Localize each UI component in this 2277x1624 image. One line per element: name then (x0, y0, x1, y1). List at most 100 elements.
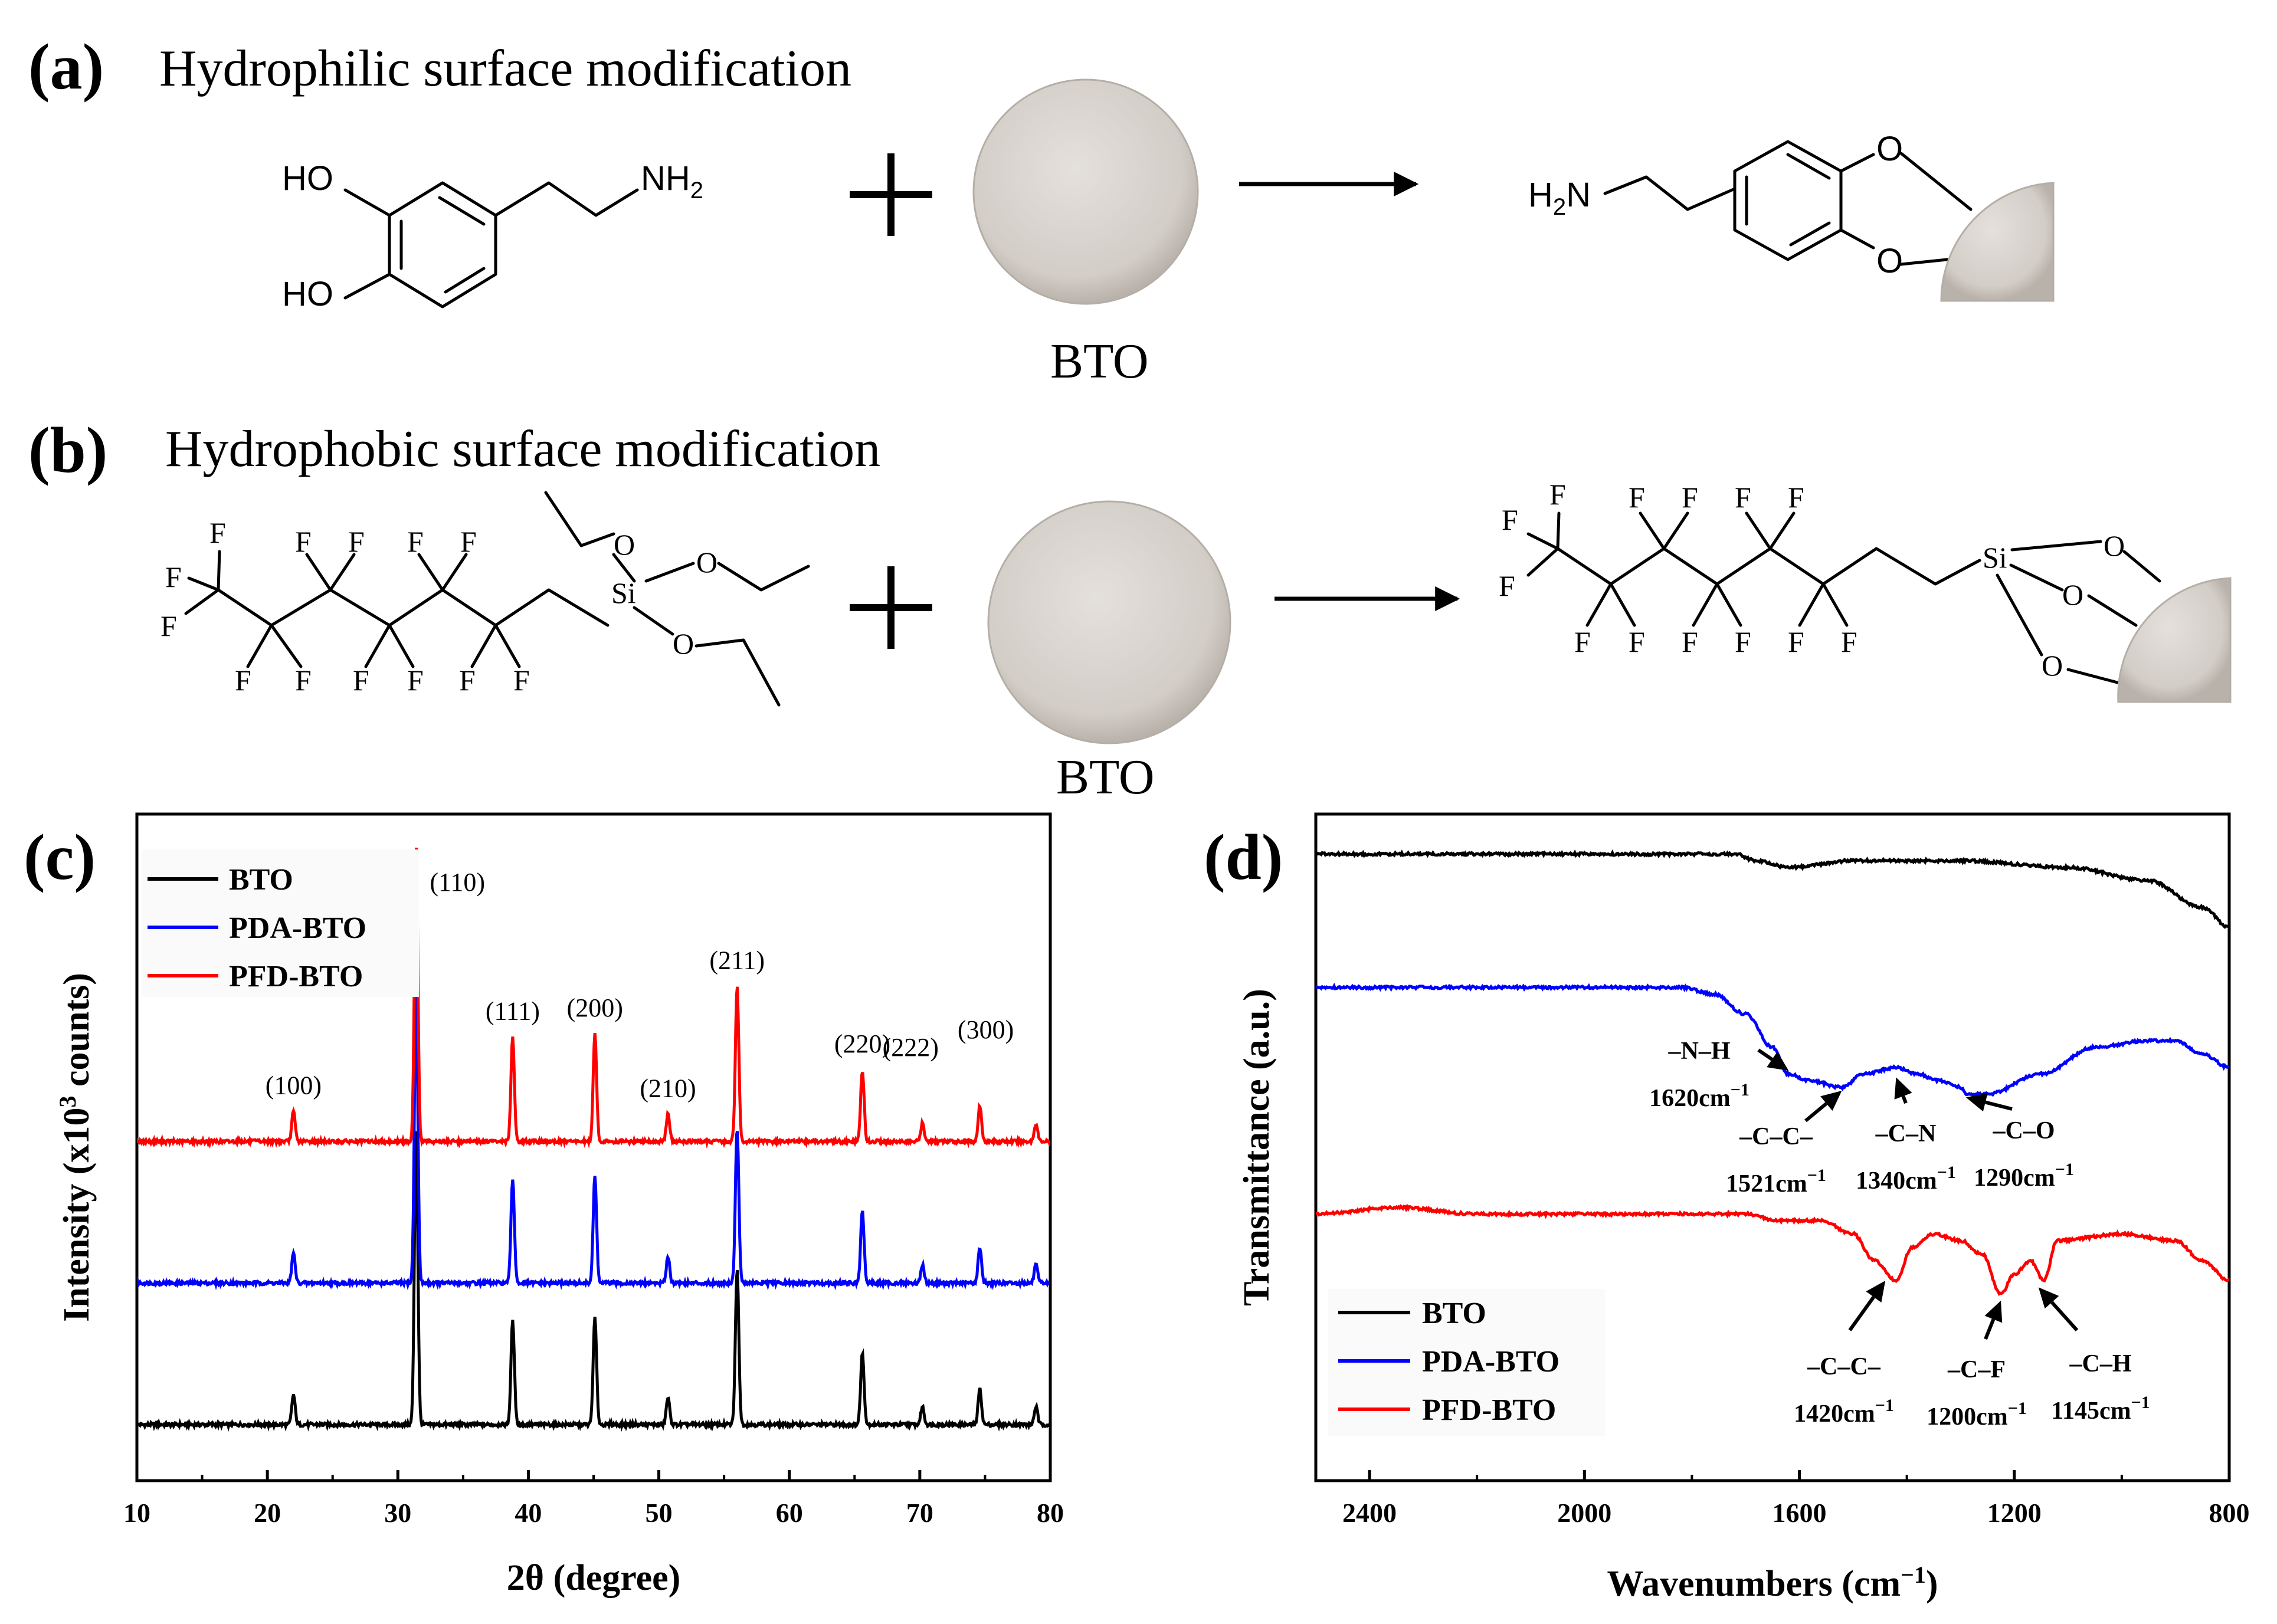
fluorine-label: F (460, 525, 477, 558)
silicon-label: Si (611, 576, 636, 609)
annotation-arrow-shaft (1804, 1102, 1828, 1123)
annotation-arrow-shaft (1901, 1095, 1908, 1104)
annotation-n-h-1620cm: –N–H 1620cm−1 (1649, 1038, 1789, 1112)
annotation-arrow-head (1965, 1093, 1988, 1112)
fluorine-label: F (1735, 481, 1751, 514)
x-tick-label: 70 (906, 1498, 933, 1528)
fluorine-label: F (1502, 503, 1518, 536)
oxygen-label: O (1876, 242, 1903, 280)
annotation-wavenumber: 1620cm−1 (1649, 1080, 1749, 1112)
xrd-legend: BTO PDA-BTO PFD-BTO (142, 849, 419, 997)
annotation-wavenumber: 1145cm−1 (2051, 1393, 2150, 1425)
bto-label: BTO (1050, 334, 1148, 389)
peak-label: (200) (567, 993, 623, 1022)
x-tick-label: 1200 (1987, 1498, 2042, 1528)
annotation-wavenumber: 1200cm−1 (1927, 1399, 2027, 1431)
annotation-c-c-1521cm: –C–C– 1521cm−1 (1726, 1090, 1842, 1198)
xrd-series-group (137, 847, 1050, 1432)
panel-a: (a) Hydrophilic surface modification HO … (28, 31, 2055, 389)
oxygen-label: O (2062, 578, 2083, 611)
peak-label: (220) (834, 1029, 890, 1058)
x-tick-label: 800 (2209, 1498, 2250, 1528)
annotation-arrow-shaft (1757, 1048, 1773, 1061)
fluorine-label: F (1788, 481, 1804, 514)
hydroxyl-label: HO (282, 275, 333, 313)
x-tick-label: 80 (1037, 1498, 1064, 1528)
ftir-x-axis-title: Wavenumbers (cm−1) (1607, 1561, 1938, 1604)
fluorine-label: F (209, 516, 226, 549)
xrd-series-pfd-bto (137, 847, 1050, 1149)
x-tick-label: 50 (646, 1498, 673, 1528)
fluorine-label: F (407, 664, 424, 697)
fluorine-label: F (407, 525, 424, 558)
panel-d: (d) 2400 2000 1600 1200 800 –N–H1620cm−1–C–C… (1204, 812, 2250, 1604)
annotation-wavenumber: 1420cm−1 (1794, 1396, 1894, 1428)
panel-b: (b) Hydrophobic surface modification F F… (28, 414, 2232, 805)
fluorine-label: F (1682, 481, 1698, 514)
annotation-arrow-head (1820, 1090, 1842, 1111)
pfd-silane-structure: F F F F F F F F F F F F F Si O O O (160, 491, 810, 707)
peak-label: (111) (486, 996, 540, 1025)
fluorine-label: F (1629, 481, 1645, 514)
oxygen-label: O (1876, 130, 1903, 168)
xrd-x-ticks: 10 20 30 40 50 60 70 80 (123, 1470, 1064, 1528)
panel-b-heading: Hydrophobic surface modification (165, 421, 880, 478)
fluorine-label: F (348, 525, 365, 558)
annotation-group: –C–C– (1739, 1123, 1813, 1150)
annotation-wavenumber: 1340cm−1 (1856, 1163, 1956, 1195)
annotation-c-n-1340cm: –C–N 1340cm−1 (1856, 1077, 1956, 1195)
annotation-wavenumber: 1521cm−1 (1726, 1166, 1826, 1198)
annotation-arrow-shaft (1984, 1318, 1996, 1340)
fluorine-label: F (353, 664, 369, 697)
ftir-series-group (1316, 849, 2229, 1296)
legend-label-pfd-bto: PFD-BTO (1422, 1393, 1556, 1427)
peak-label: (300) (958, 1015, 1014, 1044)
legend-label-pda-bto: PDA-BTO (1422, 1345, 1560, 1379)
pfd-product-structure: F F F F F F F F F F F F F Si O O O (1499, 478, 2232, 703)
panel-d-label: (d) (1204, 821, 1283, 893)
x-tick-label: 2000 (1557, 1498, 1611, 1528)
fluorine-label: F (1499, 569, 1515, 602)
xrd-x-axis-title: 2θ (degree) (507, 1558, 681, 1598)
plus-sign (850, 153, 932, 236)
ftir-plot-frame (1314, 812, 2231, 1482)
annotation-arrow-shaft (1985, 1100, 2013, 1111)
annotation-arrow-head (1866, 1281, 1886, 1303)
annotation-c-o-1290cm: –C–O 1290cm−1 (1965, 1093, 2074, 1192)
x-tick-label: 40 (515, 1498, 542, 1528)
bto-particle-fragment (1940, 182, 2055, 302)
xrd-peak-labels: (100) (110) (111) (200) (210) (211) (220)(222)… (266, 868, 1014, 1103)
plus-sign (850, 566, 932, 649)
annotation-arrow-head (1894, 1077, 1912, 1100)
annotation-c-c-1420cm: –C–C– 1420cm−1 (1794, 1281, 1894, 1428)
annotation-wavenumber: 1290cm−1 (1974, 1160, 2074, 1192)
fluorine-label: F (1682, 625, 1698, 658)
legend-box (142, 849, 419, 997)
peak-label: (110) (430, 868, 485, 897)
bto-label: BTO (1056, 750, 1154, 805)
fluorine-label: F (459, 664, 476, 697)
annotation-group: –C–N (1875, 1120, 1937, 1147)
fluorine-label: F (1549, 478, 1566, 511)
ftir-series-pda-bto (1316, 982, 2229, 1097)
annotation-arrow-head (1984, 1300, 2003, 1323)
oxygen-label: O (2104, 529, 2125, 562)
peak-label: (100) (266, 1071, 322, 1100)
dopamine-structure: HO HO NH2 (282, 159, 703, 313)
annotation-group: –C–C– (1807, 1353, 1881, 1380)
fluorine-label: F (1574, 625, 1591, 658)
legend-label-pda-bto: PDA-BTO (229, 911, 366, 945)
legend-label-bto: BTO (229, 863, 293, 897)
ftir-series-bto (1316, 849, 2229, 929)
annotation-c-f-1200cm: –C–F 1200cm−1 (1927, 1300, 2027, 1431)
bto-particle-fragment (2117, 577, 2232, 703)
fluorine-label: F (165, 560, 182, 593)
ftir-series-pfd-bto (1316, 1203, 2229, 1296)
hydroxyl-label: HO (282, 159, 333, 198)
panel-a-label: (a) (28, 31, 104, 103)
fluorine-label: F (1735, 625, 1751, 658)
amine-label: H2N (1528, 176, 1591, 220)
ftir-y-axis-title: Transmittance (a.u.) (1237, 989, 1277, 1306)
legend-label-pfd-bto: PFD-BTO (229, 960, 363, 993)
panel-c-label: (c) (24, 821, 96, 893)
